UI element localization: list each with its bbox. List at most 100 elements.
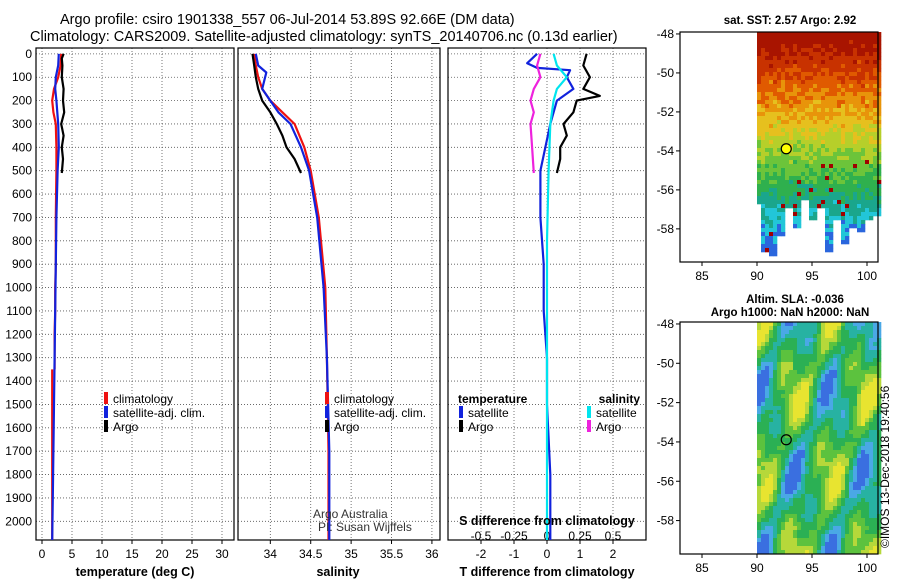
y-tick-label: 900 [12, 257, 32, 271]
heatmap-cell [793, 164, 798, 169]
heatmap-cell [817, 398, 822, 403]
heatmap-cell [765, 144, 770, 149]
heatmap-cell [865, 200, 870, 205]
heatmap-cell [849, 418, 854, 423]
heatmap-cell [757, 418, 762, 423]
heatmap-cell [801, 442, 806, 447]
heatmap-cell [769, 120, 774, 125]
heatmap-cell [861, 204, 866, 209]
heatmap-cell [837, 84, 842, 89]
heatmap-cell [805, 498, 810, 503]
heatmap-cell [769, 160, 774, 165]
heatmap-cell [781, 410, 786, 415]
heatmap-cell [877, 382, 882, 387]
heatmap-cell [777, 430, 782, 435]
heatmap-cell [773, 418, 778, 423]
heatmap-cell [813, 410, 818, 415]
heatmap-cell [817, 136, 822, 141]
heatmap-cell [789, 486, 794, 491]
heatmap-cell [761, 48, 766, 53]
heatmap-cell [845, 426, 850, 431]
heatmap-cell [849, 518, 854, 523]
heatmap-cell [845, 502, 850, 507]
heatmap-cell [761, 40, 766, 45]
heatmap-cell [853, 382, 858, 387]
heatmap-cell [829, 342, 834, 347]
heatmap-cell [833, 180, 838, 185]
heatmap-cell [877, 208, 882, 213]
heatmap-cell [813, 322, 818, 327]
heatmap-cell [829, 104, 834, 109]
heatmap-cell [781, 382, 786, 387]
heatmap-cell [829, 236, 834, 241]
heatmap-cell [873, 88, 878, 93]
heatmap-cell [785, 140, 790, 145]
heatmap-cell [829, 334, 834, 339]
heatmap-cell [809, 88, 814, 93]
heatmap-cell [781, 422, 786, 427]
heatmap-cell [837, 148, 842, 153]
heatmap-cell [761, 474, 766, 479]
heatmap-cell [873, 108, 878, 113]
x-tick-label: 15 [125, 547, 139, 561]
heatmap-cell [873, 322, 878, 327]
heatmap-cell [769, 466, 774, 471]
heatmap-cell [873, 180, 878, 185]
heatmap-cell [877, 52, 882, 57]
heatmap-cell [861, 124, 866, 129]
heatmap-cell [829, 330, 834, 335]
heatmap-cell [785, 434, 790, 439]
heatmap-cell [829, 128, 834, 133]
heatmap-cell [785, 188, 790, 193]
heatmap-cell [773, 88, 778, 93]
heatmap-cell [877, 434, 882, 439]
heatmap-cell [801, 322, 806, 327]
heatmap-cell [877, 188, 882, 193]
heatmap-cell [785, 132, 790, 137]
heatmap-cell [801, 326, 806, 331]
heatmap-cell [861, 188, 866, 193]
heatmap-cell [797, 542, 802, 547]
heatmap-cell [869, 454, 874, 459]
heatmap-cell [817, 510, 822, 515]
heatmap-cell [869, 498, 874, 503]
heatmap-cell [841, 160, 846, 165]
heatmap-cell [877, 76, 882, 81]
heatmap-cell [857, 172, 862, 177]
heatmap-cell [761, 52, 766, 57]
heatmap-cell [861, 128, 866, 133]
heatmap-cell [769, 542, 774, 547]
heatmap-cell [789, 450, 794, 455]
heatmap-cell [877, 184, 882, 189]
heatmap-cell [821, 40, 826, 45]
heatmap-cell [845, 100, 850, 105]
heatmap-cell [789, 470, 794, 475]
heatmap-cell [777, 538, 782, 543]
heatmap-cell [873, 414, 878, 419]
legend-label-t-argo: Argo [468, 420, 494, 434]
heatmap-cell [821, 128, 826, 133]
heatmap-cell [825, 148, 830, 153]
heatmap-cell [861, 410, 866, 415]
heatmap-cell [833, 382, 838, 387]
heatmap-cell [861, 40, 866, 45]
heatmap-cell [861, 514, 866, 519]
heatmap-cell [793, 422, 798, 427]
heatmap-cell [761, 104, 766, 109]
series-line-satellite-adj-clim- [51, 53, 60, 541]
heatmap-cell [865, 326, 870, 331]
heatmap-cell [773, 228, 778, 233]
heatmap-cell [829, 136, 834, 141]
heatmap-cell [869, 462, 874, 467]
heatmap-cell [877, 490, 882, 495]
heatmap-cell [777, 326, 782, 331]
heatmap-cell [841, 410, 846, 415]
heatmap-cell [769, 378, 774, 383]
heatmap-cell [805, 502, 810, 507]
heatmap-cell [773, 176, 778, 181]
heatmap-cell [793, 156, 798, 161]
heatmap-cell [833, 124, 838, 129]
heatmap-cell [801, 32, 806, 37]
heatmap-cell [877, 526, 882, 531]
heatmap-cell [813, 366, 818, 371]
